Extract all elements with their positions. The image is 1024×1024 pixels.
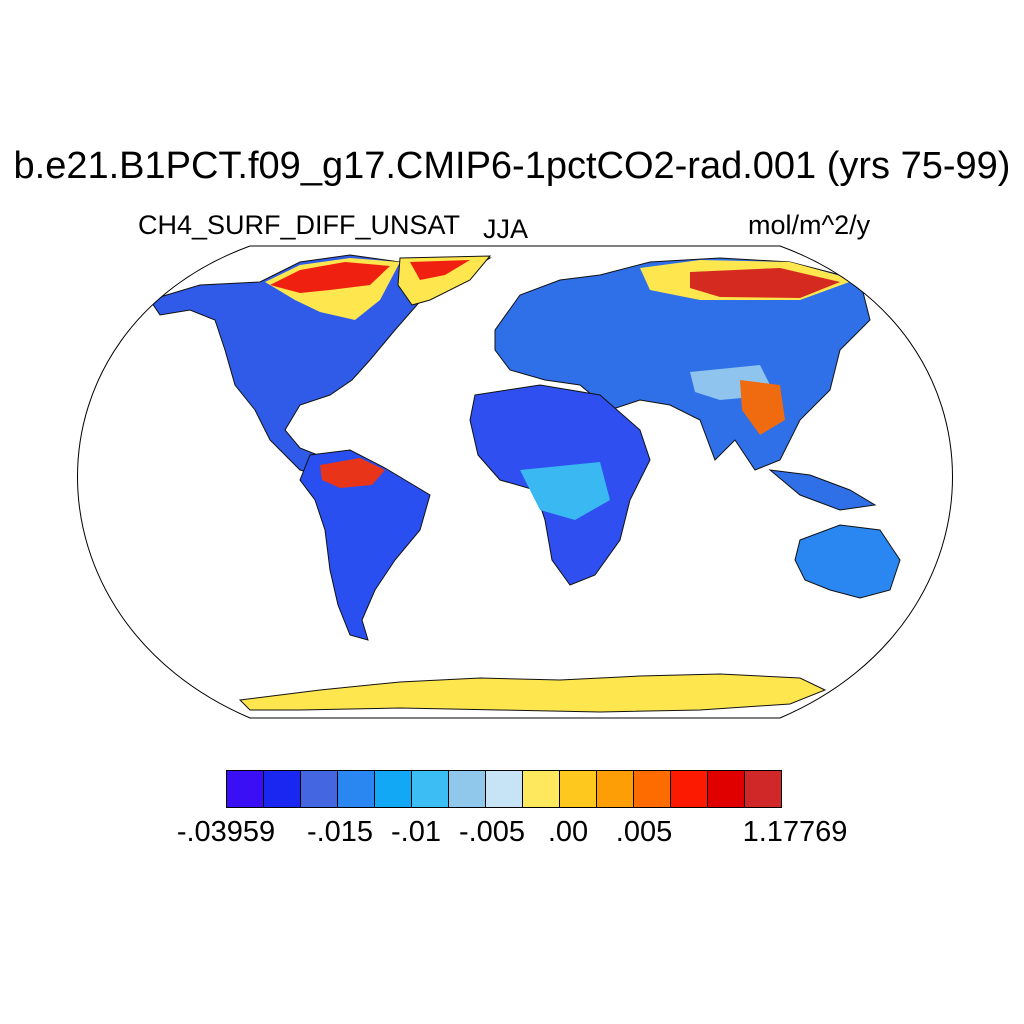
colorbar-box	[263, 770, 301, 808]
canada-arctic-hot	[270, 262, 390, 293]
colorbar-tick-label: .00	[547, 816, 589, 848]
greenland-hot	[410, 260, 470, 280]
se-asia-hot	[740, 380, 785, 435]
colorbar-box	[559, 770, 597, 808]
colorbar-box	[337, 770, 375, 808]
colorbar-box	[411, 770, 449, 808]
colorbar-box	[522, 770, 560, 808]
colorbar-box	[448, 770, 486, 808]
north-america-land	[149, 254, 492, 479]
south-america-land	[299, 449, 431, 641]
siberia-hot	[690, 268, 840, 298]
colorbar	[226, 770, 782, 808]
colorbar-box	[374, 770, 412, 808]
colorbar-box	[300, 770, 338, 808]
colorbar-tick-label: -.005	[458, 816, 526, 848]
colorbar-box	[670, 770, 708, 808]
central-africa-light	[520, 462, 610, 520]
plot-title: b.e21.B1PCT.f09_g17.CMIP6-1pctCO2-rad.00…	[13, 145, 1011, 187]
colorbar-box	[485, 770, 523, 808]
colorbar-tick-label: .005	[615, 816, 673, 848]
colorbar-tick-label: -.01	[391, 816, 441, 848]
australia-land	[794, 524, 901, 599]
colorbar-box	[633, 770, 671, 808]
season-label: JJA	[483, 214, 529, 244]
colorbar-box	[226, 770, 264, 808]
antarctica-land	[238, 673, 827, 713]
colorbar-tick-label: -.03959	[176, 816, 276, 848]
amazon-hotspot	[320, 458, 385, 488]
variable-label: CH4_SURF_DIFF_UNSAT	[138, 210, 461, 240]
colorbar-box	[744, 770, 782, 808]
colorbar-tick-label: 1.17769	[742, 816, 848, 848]
indonesia-land	[768, 469, 877, 511]
globe-outline	[77, 245, 953, 719]
colorbar-box	[596, 770, 634, 808]
units-label: mol/m^2/y	[748, 210, 871, 240]
colorbar-tick-label: -.015	[306, 816, 374, 848]
colorbar-box	[707, 770, 745, 808]
